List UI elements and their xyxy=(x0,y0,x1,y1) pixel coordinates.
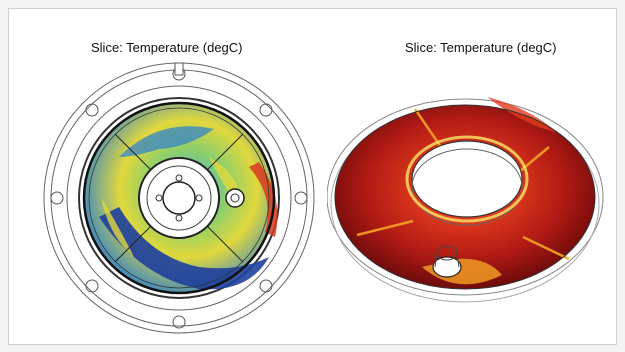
plot-title-left: Slice: Temperature (degC) xyxy=(91,40,243,55)
top-view-plot xyxy=(43,62,315,334)
graphics-window: Slice: Temperature (degC) Slice: Tempera… xyxy=(8,8,617,345)
plot-title-right: Slice: Temperature (degC) xyxy=(405,40,557,55)
isometric-view-plot xyxy=(327,97,604,303)
